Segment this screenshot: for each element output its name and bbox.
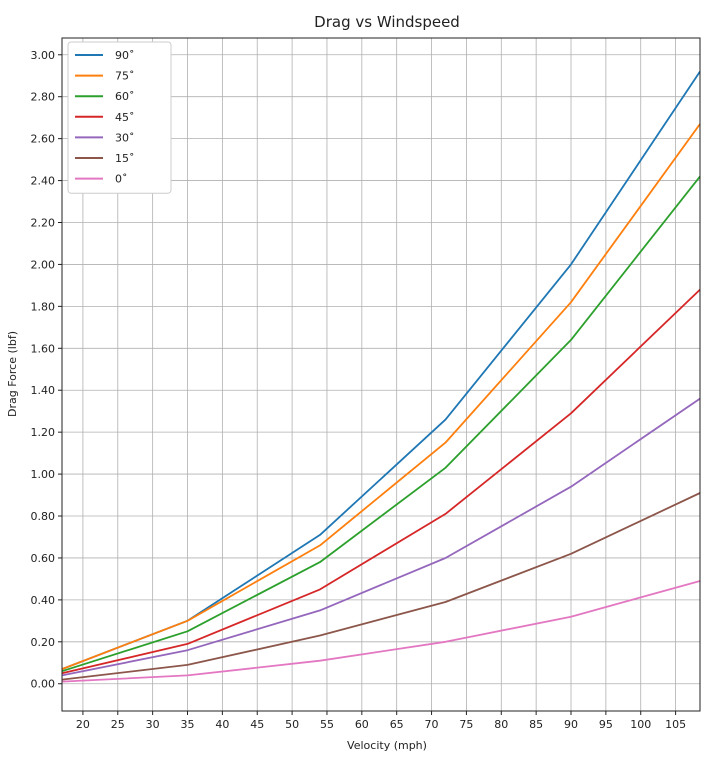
legend-label: 0˚ bbox=[115, 173, 128, 186]
series-line-4 bbox=[61, 397, 701, 677]
x-tick-label: 75 bbox=[459, 718, 473, 731]
x-tick-label: 60 bbox=[355, 718, 369, 731]
y-tick-label: 2.20 bbox=[31, 216, 56, 229]
x-tick-label: 20 bbox=[76, 718, 90, 731]
x-tick-label: 40 bbox=[215, 718, 229, 731]
y-tick-label: 1.60 bbox=[31, 342, 56, 355]
x-tick-label: 100 bbox=[630, 718, 651, 731]
y-tick-label: 1.20 bbox=[31, 426, 56, 439]
y-tick-label: 2.00 bbox=[31, 258, 56, 271]
legend-box bbox=[67, 41, 172, 194]
x-tick-label: 35 bbox=[181, 718, 195, 731]
legend: 90˚ 75˚ 60˚ 45˚ 30˚ 15˚ 0˚ bbox=[67, 41, 172, 194]
y-tick-label: 1.80 bbox=[31, 300, 56, 313]
y-axis-ticks: 0.00 0.20 0.40 0.60 0.80 1.00 1.20 1.40 1.60 1.80… bbox=[31, 49, 62, 691]
x-tick-label: 25 bbox=[111, 718, 125, 731]
y-tick-label: 2.80 bbox=[31, 91, 56, 104]
x-tick-label: 80 bbox=[494, 718, 508, 731]
y-tick-label: 0.00 bbox=[31, 678, 56, 691]
x-tick-label: 50 bbox=[285, 718, 299, 731]
y-tick-label: 3.00 bbox=[31, 49, 56, 62]
y-tick-label: 0.20 bbox=[31, 636, 56, 649]
series-lines bbox=[61, 70, 701, 683]
series-line-6 bbox=[61, 580, 701, 683]
x-tick-label: 65 bbox=[390, 718, 404, 731]
y-tick-label: 0.60 bbox=[31, 552, 56, 565]
legend-label: 45˚ bbox=[115, 111, 135, 124]
plot-frame bbox=[61, 37, 701, 712]
x-tick-label: 85 bbox=[529, 718, 543, 731]
legend-label: 15˚ bbox=[115, 152, 135, 165]
x-tick-label: 90 bbox=[564, 718, 578, 731]
x-axis-ticks: 20 25 30 35 40 45 50 55 60 65 70 75 80 85 90 95 100 105 bbox=[76, 711, 686, 731]
series-line-1 bbox=[61, 123, 701, 670]
series-line-3 bbox=[61, 288, 701, 675]
x-axis-label: Velocity (mph) bbox=[347, 739, 427, 752]
y-tick-label: 2.60 bbox=[31, 133, 56, 146]
y-axis-label: Drag Force (lbf) bbox=[6, 331, 19, 417]
x-tick-label: 70 bbox=[425, 718, 439, 731]
x-tick-label: 95 bbox=[599, 718, 613, 731]
x-tick-label: 45 bbox=[250, 718, 264, 731]
series-line-2 bbox=[61, 175, 701, 673]
series-line-5 bbox=[61, 492, 701, 681]
x-tick-label: 55 bbox=[320, 718, 334, 731]
x-tick-label: 105 bbox=[665, 718, 686, 731]
y-tick-label: 0.40 bbox=[31, 594, 56, 607]
y-tick-label: 1.40 bbox=[31, 384, 56, 397]
legend-label: 75˚ bbox=[115, 70, 135, 83]
legend-label: 90˚ bbox=[115, 49, 135, 62]
y-tick-label: 2.40 bbox=[31, 175, 56, 188]
y-tick-label: 0.80 bbox=[31, 510, 56, 523]
chart-title: Drag vs Windspeed bbox=[314, 13, 460, 31]
legend-label: 60˚ bbox=[115, 90, 135, 103]
y-tick-label: 1.00 bbox=[31, 468, 56, 481]
x-tick-label: 30 bbox=[146, 718, 160, 731]
legend-label: 30˚ bbox=[115, 131, 135, 144]
